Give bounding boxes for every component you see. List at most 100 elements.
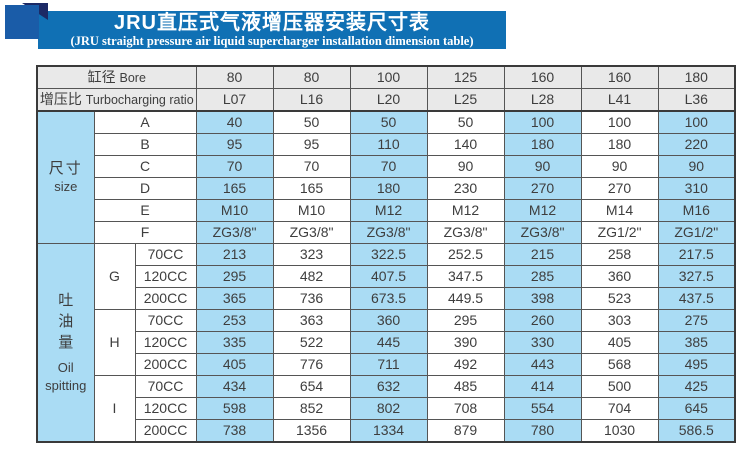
oil-value-cell: 330 bbox=[503, 331, 582, 354]
oil-value-cell: 485 bbox=[426, 375, 505, 398]
dimension-letter-cell: B bbox=[93, 133, 197, 156]
oil-value-cell: 434 bbox=[195, 375, 274, 398]
cc-label-cell: 120CC bbox=[134, 331, 197, 354]
oil-value-cell: 215 bbox=[503, 243, 582, 266]
table-row-A: 尺寸 size A 40 50 50 50 100 100 100 bbox=[36, 110, 736, 244]
oil-value-cell: 275 bbox=[657, 309, 736, 332]
oil-value-cell: 654 bbox=[272, 375, 351, 398]
oil-value-cell: 1030 bbox=[580, 419, 659, 443]
dimension-letter-cell: D bbox=[93, 177, 197, 200]
oil-value-cell: 738 bbox=[195, 419, 274, 443]
size-label-cn: 尺寸 bbox=[48, 159, 83, 177]
oil-value-cell: 323 bbox=[272, 243, 351, 266]
oil-value-cell: 303 bbox=[580, 309, 659, 332]
size-value-cell: 310 bbox=[657, 177, 736, 200]
size-value-cell: 40 bbox=[195, 110, 274, 134]
bore-label-cn: 缸径 bbox=[87, 68, 116, 85]
oil-value-cell: 295 bbox=[426, 309, 505, 332]
oil-value-cell: 363 bbox=[272, 309, 351, 332]
size-value-cell: 70 bbox=[272, 155, 351, 178]
oil-value-cell: 711 bbox=[349, 353, 428, 376]
oil-value-cell: 852 bbox=[272, 397, 351, 420]
bore-value-cell: 125 bbox=[426, 65, 505, 89]
bore-value-cell: 160 bbox=[580, 65, 659, 89]
cc-label-cell: 70CC bbox=[134, 309, 197, 332]
table-row-I-120CC: 120CC 598 852 802 708 554 704 645 bbox=[37, 397, 736, 420]
oil-value-cell: 523 bbox=[580, 287, 659, 310]
table-row-I-200CC: 200CC 738 1356 1334 879 780 1030 586.5 bbox=[37, 419, 736, 443]
size-value-cell: M14 bbox=[580, 199, 659, 222]
size-value-cell: 70 bbox=[349, 155, 428, 178]
table-row-C: C 70 70 70 90 90 90 90 bbox=[37, 155, 736, 178]
bore-label-en: Bore bbox=[119, 70, 146, 85]
table-row-H-120CC: 120CC 335 522 445 390 330 405 385 bbox=[37, 331, 736, 354]
size-label-en: size bbox=[54, 179, 78, 195]
size-value-cell: 90 bbox=[426, 155, 505, 178]
oil-value-cell: 632 bbox=[349, 375, 428, 398]
size-value-cell: 90 bbox=[503, 155, 582, 178]
size-value-cell: 50 bbox=[272, 110, 351, 134]
oil-value-cell: 405 bbox=[580, 331, 659, 354]
ratio-label-en: Turbocharging ratio bbox=[85, 92, 194, 107]
size-value-cell: 100 bbox=[503, 110, 582, 134]
oil-value-cell: 568 bbox=[580, 353, 659, 376]
size-section-label-cell: 尺寸 size bbox=[36, 110, 95, 244]
group-letter-cell: H bbox=[93, 309, 136, 376]
size-value-cell: 70 bbox=[195, 155, 274, 178]
table-row-F: F ZG3/8" ZG3/8" ZG3/8" ZG3/8" ZG3/8" ZG1… bbox=[37, 221, 736, 244]
oil-value-cell: 492 bbox=[426, 353, 505, 376]
oil-label-cn: 吐油量 bbox=[58, 292, 74, 352]
table-row-E: E M10 M10 M12 M12 M12 M14 M16 bbox=[37, 199, 736, 222]
size-value-cell: ZG1/2" bbox=[580, 221, 659, 244]
ribbon-square-shape bbox=[5, 5, 39, 39]
size-value-cell: ZG1/2" bbox=[657, 221, 736, 244]
oil-value-cell: 398 bbox=[503, 287, 582, 310]
oil-value-cell: 390 bbox=[426, 331, 505, 354]
size-value-cell: M10 bbox=[272, 199, 351, 222]
oil-value-cell: 295 bbox=[195, 265, 274, 288]
oil-value-cell: 407.5 bbox=[349, 265, 428, 288]
oil-value-cell: 213 bbox=[195, 243, 274, 266]
page-subtitle: (JRU straight pressure air liquid superc… bbox=[70, 34, 474, 48]
size-value-cell: M10 bbox=[195, 199, 274, 222]
size-value-cell: M12 bbox=[503, 199, 582, 222]
oil-value-cell: 445 bbox=[349, 331, 428, 354]
oil-value-cell: 360 bbox=[580, 265, 659, 288]
ratio-value-cell: L07 bbox=[195, 88, 274, 112]
oil-value-cell: 482 bbox=[272, 265, 351, 288]
size-value-cell: 110 bbox=[349, 133, 428, 156]
ratio-label-cn: 增压比 bbox=[39, 90, 82, 107]
table-row-I-70CC: I 70CC 434 654 632 485 414 500 425 bbox=[37, 375, 736, 443]
oil-value-cell: 598 bbox=[195, 397, 274, 420]
bore-value-cell: 100 bbox=[349, 65, 428, 89]
table-row-H-200CC: 200CC 405 776 711 492 443 568 495 bbox=[37, 353, 736, 376]
oil-value-cell: 437.5 bbox=[657, 287, 736, 310]
cc-label-cell: 200CC bbox=[134, 353, 197, 376]
oil-value-cell: 586.5 bbox=[657, 419, 736, 443]
oil-value-cell: 554 bbox=[503, 397, 582, 420]
size-value-cell: ZG3/8" bbox=[349, 221, 428, 244]
size-value-cell: M16 bbox=[657, 199, 736, 222]
size-value-cell: M12 bbox=[349, 199, 428, 222]
dimension-letter-cell: A bbox=[93, 110, 197, 134]
oil-value-cell: 385 bbox=[657, 331, 736, 354]
size-value-cell: 140 bbox=[426, 133, 505, 156]
bore-value-cell: 80 bbox=[272, 65, 351, 89]
dimension-letter-cell: E bbox=[93, 199, 197, 222]
ratio-value-cell: L16 bbox=[272, 88, 351, 112]
oil-value-cell: 425 bbox=[657, 375, 736, 398]
oil-value-cell: 522 bbox=[272, 331, 351, 354]
ratio-value-cell: L25 bbox=[426, 88, 505, 112]
cc-label-cell: 120CC bbox=[134, 265, 197, 288]
bore-value-cell: 80 bbox=[195, 65, 274, 89]
ratio-value-cell: L36 bbox=[657, 88, 736, 112]
oil-value-cell: 365 bbox=[195, 287, 274, 310]
dimension-letter-cell: C bbox=[93, 155, 197, 178]
table-row-G-200CC: 200CC 365 736 673.5 449.5 398 523 437.5 bbox=[37, 287, 736, 310]
oil-value-cell: 260 bbox=[503, 309, 582, 332]
oil-value-cell: 1356 bbox=[272, 419, 351, 443]
dimension-table: 缸径 Bore 80 80 100 125 160 160 180 增压比 Tu… bbox=[36, 65, 737, 443]
oil-value-cell: 258 bbox=[580, 243, 659, 266]
cc-label-cell: 70CC bbox=[134, 243, 197, 266]
oil-value-cell: 1334 bbox=[349, 419, 428, 443]
